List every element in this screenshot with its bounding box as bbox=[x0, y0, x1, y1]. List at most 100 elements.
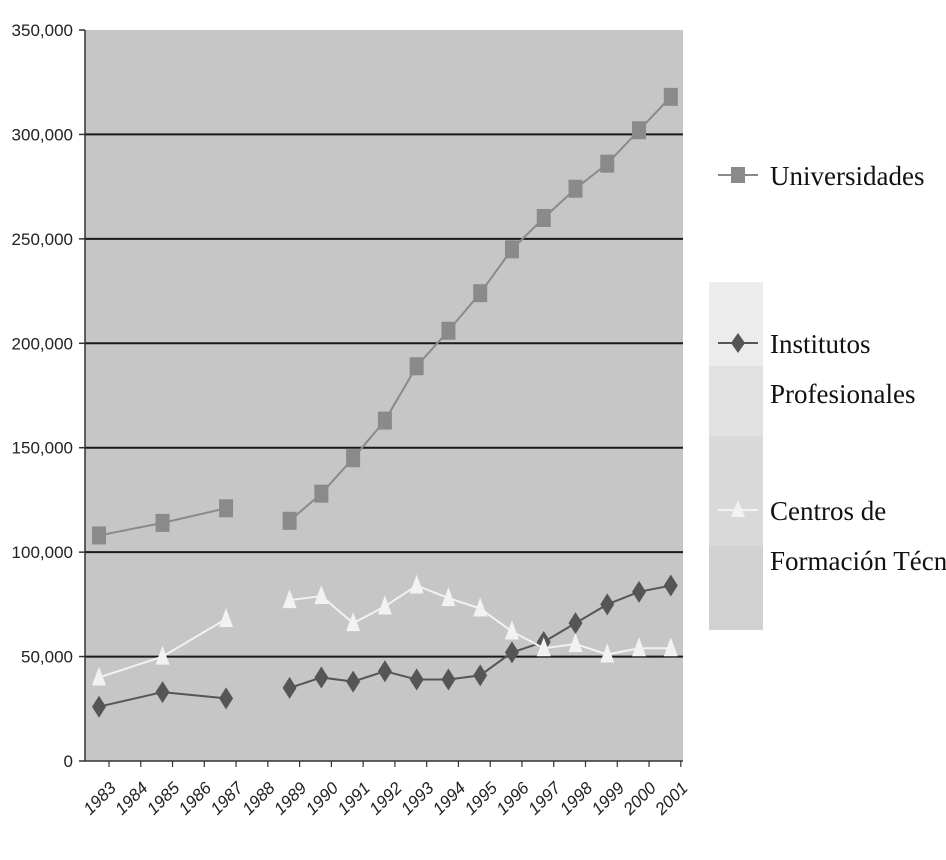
legend-label: Universidades bbox=[770, 161, 924, 191]
data-point bbox=[473, 664, 488, 687]
data-point bbox=[409, 357, 424, 376]
y-tick-label: 300,000 bbox=[12, 125, 73, 144]
data-point bbox=[377, 595, 392, 615]
legend-item-1: Institutos Profesionales bbox=[718, 329, 915, 409]
data-point bbox=[441, 321, 456, 340]
x-tick-label: 1996 bbox=[493, 778, 534, 819]
data-point bbox=[346, 670, 361, 693]
x-tick-label: 1994 bbox=[429, 778, 469, 818]
plot-area bbox=[85, 30, 683, 761]
data-point bbox=[473, 284, 488, 303]
x-tick-label: 1985 bbox=[143, 778, 184, 819]
data-point bbox=[504, 641, 519, 664]
x-tick-label: 1995 bbox=[461, 778, 502, 819]
legend-label: Institutos bbox=[770, 329, 871, 359]
legend-panel-bottom bbox=[709, 546, 763, 630]
data-point bbox=[346, 612, 361, 632]
data-point bbox=[504, 620, 519, 640]
x-tick-label: 1986 bbox=[175, 778, 216, 819]
data-point bbox=[314, 585, 329, 605]
data-point bbox=[441, 587, 456, 607]
legend-panel-middle bbox=[709, 366, 763, 436]
data-point bbox=[155, 681, 170, 704]
legend-marker bbox=[731, 333, 745, 353]
data-point bbox=[600, 643, 615, 663]
x-tick-label: 1997 bbox=[524, 778, 565, 819]
data-point bbox=[282, 676, 297, 699]
legend-panel-top bbox=[709, 282, 763, 366]
data-point bbox=[409, 574, 424, 594]
data-point bbox=[441, 668, 456, 691]
data-point bbox=[632, 121, 647, 140]
data-point bbox=[663, 87, 678, 106]
data-point bbox=[568, 633, 583, 653]
y-tick-label: 100,000 bbox=[12, 543, 73, 562]
data-point bbox=[92, 695, 106, 718]
data-point bbox=[632, 580, 647, 603]
legend-item-0: Universidades bbox=[718, 161, 924, 191]
x-tick-label: 1993 bbox=[397, 778, 438, 819]
data-point bbox=[92, 666, 106, 686]
data-point bbox=[473, 597, 488, 617]
legend-background bbox=[709, 282, 763, 630]
data-point bbox=[568, 179, 583, 198]
legend-marker bbox=[731, 500, 745, 517]
x-tick-label: 2000 bbox=[619, 778, 660, 819]
data-point bbox=[377, 411, 392, 430]
x-tick-label: 1989 bbox=[270, 778, 311, 819]
legend-label: Formación Técnica bbox=[770, 546, 946, 576]
x-tick-label: 2001 bbox=[651, 778, 692, 819]
x-tick-label: 1999 bbox=[588, 778, 629, 819]
y-tick-label: 50,000 bbox=[21, 648, 73, 667]
data-point bbox=[155, 645, 170, 665]
legend-panel-lower bbox=[709, 436, 763, 546]
data-point bbox=[155, 513, 170, 532]
y-tick-label: 250,000 bbox=[12, 230, 73, 249]
data-point bbox=[219, 687, 234, 710]
data-point bbox=[219, 499, 234, 518]
x-tick-label: 1990 bbox=[302, 778, 343, 819]
legend: Universidades Institutos Profesionales Cent… bbox=[718, 161, 946, 576]
data-point bbox=[92, 526, 106, 545]
x-tick-labels: 1983198419851986198719881989199019911992… bbox=[80, 761, 692, 819]
y-tick-label: 150,000 bbox=[12, 439, 73, 458]
y-tick-label: 350,000 bbox=[12, 21, 73, 40]
y-tick-label: 200,000 bbox=[12, 334, 73, 353]
data-point bbox=[663, 574, 678, 597]
series-layer bbox=[92, 87, 678, 718]
data-point bbox=[346, 449, 361, 468]
gridlines bbox=[85, 133, 683, 658]
legend-label: Profesionales bbox=[770, 379, 915, 409]
data-point bbox=[536, 208, 551, 227]
x-tick-label: 1988 bbox=[238, 778, 279, 819]
data-point bbox=[600, 593, 615, 616]
data-point bbox=[663, 637, 678, 657]
data-point bbox=[536, 637, 551, 657]
data-point bbox=[632, 637, 647, 657]
y-tick-label: 0 bbox=[64, 752, 73, 771]
series-2 bbox=[92, 574, 678, 686]
data-point bbox=[282, 589, 297, 609]
data-point bbox=[219, 607, 234, 627]
legend-label: Centros de bbox=[770, 496, 886, 526]
data-point bbox=[568, 612, 583, 635]
x-tick-label: 1987 bbox=[207, 778, 248, 819]
data-point bbox=[282, 511, 297, 530]
y-tick-labels: 0 50,000 100,000 150,000 200,000 250,000 300,0… bbox=[12, 21, 85, 771]
legend-item-2: Centros de Formación Técnica bbox=[718, 496, 946, 576]
data-point bbox=[314, 484, 329, 503]
x-tick-label: 1983 bbox=[80, 778, 121, 819]
x-tick-label: 1998 bbox=[556, 778, 597, 819]
x-tick-label: 1991 bbox=[334, 778, 374, 818]
x-tick-label: 1984 bbox=[111, 778, 151, 818]
data-point bbox=[409, 668, 424, 691]
legend-marker bbox=[731, 167, 745, 183]
axes bbox=[84, 30, 683, 762]
x-tick-label: 1992 bbox=[366, 778, 407, 819]
series-0 bbox=[92, 87, 678, 545]
data-point bbox=[314, 666, 329, 689]
data-point bbox=[600, 154, 615, 173]
data-point bbox=[377, 660, 392, 683]
data-point bbox=[504, 240, 519, 259]
